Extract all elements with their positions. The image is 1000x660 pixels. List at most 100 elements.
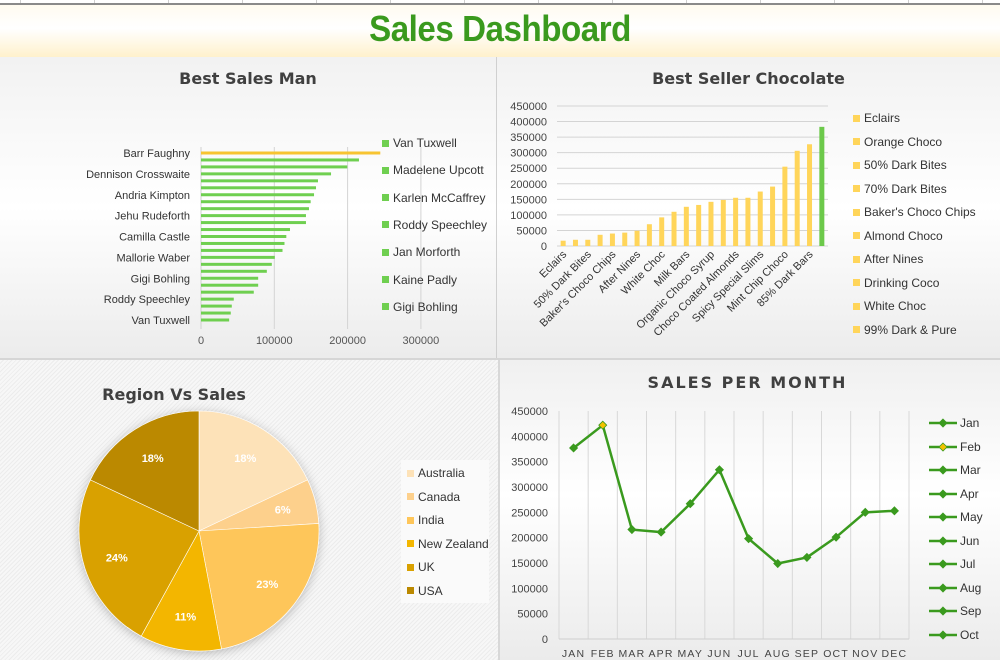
region-vs-sales-chart[interactable]: Region Vs Sales 18% 6% 23% 11% 24% 18% Austra… — [0, 360, 500, 660]
legend-item: Drinking Coco — [853, 276, 939, 290]
legend-item: Jan Morforth — [382, 245, 460, 259]
legend-item: Jun — [928, 534, 979, 548]
legend-label: Eclairs — [864, 111, 901, 125]
column-separator — [982, 0, 983, 3]
bar — [646, 224, 652, 246]
bar — [597, 234, 603, 246]
legend-line-marker-icon — [929, 535, 957, 546]
legend-label: Roddy Speechley — [393, 217, 488, 232]
bar — [201, 186, 317, 190]
data-point-marker — [860, 507, 870, 517]
legend-marker — [938, 606, 948, 616]
legend-marker — [938, 512, 948, 522]
x-tick-label: APR — [648, 648, 673, 660]
legend-swatch — [853, 302, 860, 310]
category-label: Roddy Speechley — [104, 294, 191, 306]
legend-label: Van Tuxwell — [393, 136, 457, 150]
legend-label: Jul — [960, 557, 976, 571]
legend-marker — [938, 441, 948, 452]
x-tick-label: AUG — [765, 648, 791, 660]
legend-item: Oct — [928, 628, 979, 642]
x-tick-label: 300000 — [403, 335, 440, 347]
y-tick-label: 200000 — [511, 533, 548, 545]
legend-label: May — [960, 510, 983, 524]
legend-label: Oct — [960, 627, 979, 642]
legend-item: Roddy Speechley — [382, 218, 487, 232]
legend-label: After Nines — [864, 252, 924, 266]
legend-item: Orange Choco — [853, 135, 942, 149]
legend-item: Almond Choco — [853, 229, 943, 243]
bar — [572, 239, 578, 246]
legend-item: Van Tuxwell — [382, 136, 457, 150]
legend-item: Australia — [407, 466, 465, 480]
legend-item: Sep — [928, 604, 981, 618]
x-tick-label: 100000 — [256, 335, 293, 347]
legend-item: New Zealand — [407, 537, 489, 551]
bar — [609, 233, 615, 246]
bar — [720, 199, 726, 246]
data-point-marker — [802, 552, 812, 562]
bar — [757, 191, 763, 246]
y-tick-label: 300000 — [510, 148, 547, 160]
bar — [622, 232, 628, 246]
legend-item: White Choc — [853, 299, 926, 313]
legend-swatch — [382, 139, 389, 147]
y-tick-label: 250000 — [511, 507, 548, 519]
legend-marker — [938, 629, 948, 640]
chart-title: Region Vs Sales — [102, 385, 246, 404]
y-tick-label: 50000 — [517, 609, 548, 621]
data-label: 18% — [234, 453, 256, 465]
legend-line-marker-icon — [929, 629, 957, 640]
bar — [201, 276, 259, 280]
sales-per-month-chart[interactable]: SALES PER MONTH 0 50000 100000 150000 200000… — [500, 360, 1000, 660]
legend-label: 50% Dark Bites — [864, 158, 947, 172]
legend-line-marker-icon — [929, 465, 957, 475]
legend-item: India — [407, 513, 444, 527]
legend-swatch — [853, 185, 860, 192]
legend-label: Baker's Choco Chips — [864, 205, 976, 219]
best-seller-chocolate-chart[interactable]: Best Seller Chocolate 0 50000 100000 150000… — [497, 57, 1000, 358]
legend-label: Almond Choco — [864, 228, 943, 243]
data-point-marker — [627, 524, 637, 535]
column-separator — [834, 0, 835, 3]
data-label: 24% — [106, 553, 128, 565]
y-tick-label: 350000 — [510, 132, 547, 144]
category-label: Andria Kimpton — [115, 190, 190, 202]
chart-legend: Eclairs Orange Choco 50% Dark Bites 70% Dar… — [853, 111, 998, 351]
legend-swatch — [853, 208, 860, 216]
chart-title: Best Sales Man — [179, 69, 317, 88]
legend-label: Jan — [960, 416, 980, 430]
y-tick-label: 100000 — [511, 583, 548, 595]
legend-label: Apr — [960, 486, 979, 501]
series-line — [572, 423, 895, 565]
y-tick-label: 450000 — [511, 406, 548, 418]
dashboard-banner: Sales Dashboard — [0, 5, 1000, 57]
bar — [201, 304, 232, 308]
bar — [708, 201, 714, 246]
legend-item: Kaine Padly — [382, 273, 457, 287]
data-point-marker — [889, 506, 899, 516]
legend-item: Gigi Bohling — [382, 300, 458, 314]
data-point-marker — [831, 532, 841, 542]
category-label: Mallorie Waber — [116, 252, 190, 264]
legend-item: Aug — [928, 581, 981, 595]
legend-label: New Zealand — [418, 536, 489, 551]
bar — [201, 158, 359, 162]
best-sales-man-chart[interactable]: Best Sales Man 0 100000 200000 300000 Barr F… — [0, 57, 497, 358]
legend-swatch — [853, 255, 860, 263]
bar — [201, 241, 285, 245]
bar — [782, 166, 788, 246]
y-tick-label: 150000 — [511, 558, 548, 570]
bar — [683, 206, 689, 246]
chart-legend: Van Tuxwell Madelene Upcott Karlen McCaffr… — [382, 136, 494, 336]
legend-marker — [938, 582, 948, 593]
legend-line-marker-icon — [929, 606, 957, 616]
data-label: 23% — [256, 579, 278, 591]
legend-item: UK — [407, 560, 435, 574]
category-label: Jehu Rudeforth — [115, 211, 190, 223]
pie — [78, 410, 320, 652]
column-separator — [168, 0, 169, 3]
x-tick-label: JAN — [562, 648, 585, 660]
spreadsheet-column-strip — [0, 0, 1000, 5]
column-separator — [464, 0, 465, 3]
